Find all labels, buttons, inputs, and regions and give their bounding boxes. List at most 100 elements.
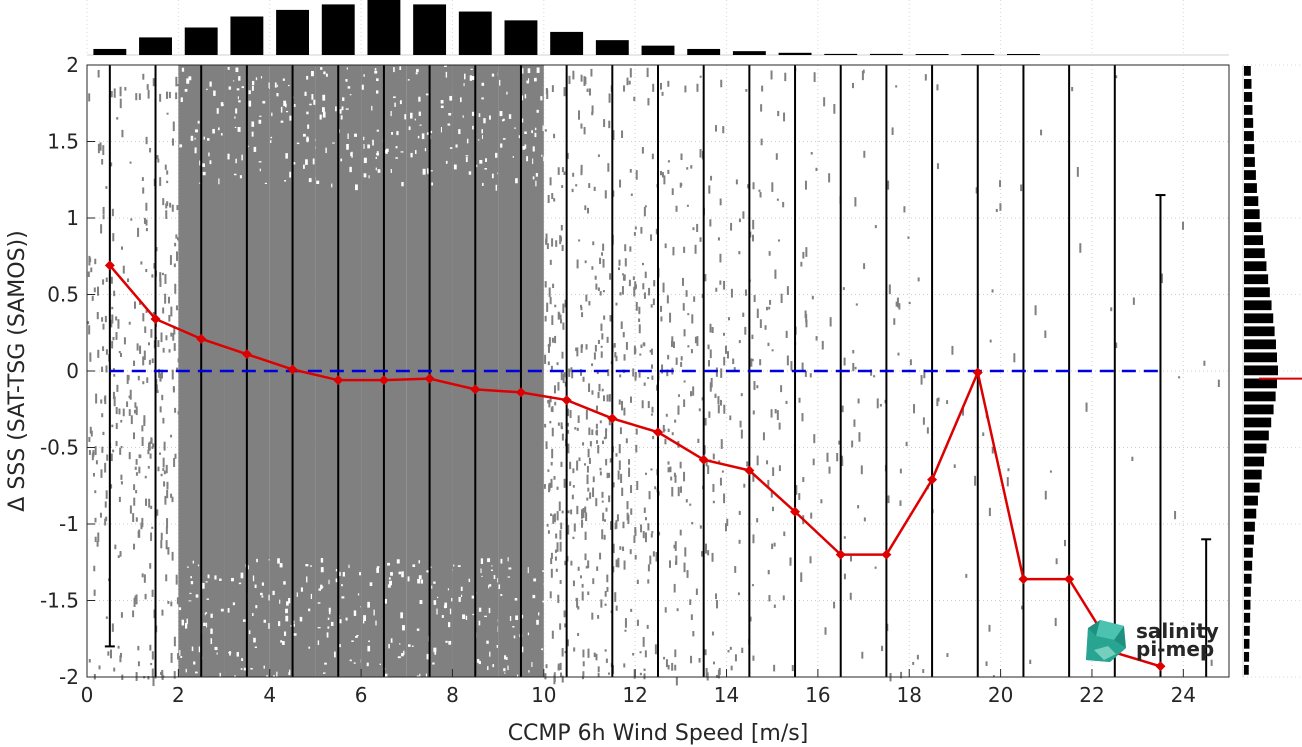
scatter-point: [729, 415, 732, 421]
scatter-point: [719, 477, 722, 486]
scatter-point: [924, 74, 927, 81]
scatter-point: [618, 460, 621, 470]
scatter-gap: [465, 157, 468, 163]
scatter-point: [690, 655, 693, 664]
scatter-point: [680, 183, 683, 186]
scatter-gap: [264, 182, 267, 185]
scatter-gap: [398, 571, 401, 575]
scatter-gap: [190, 135, 194, 141]
scatter-gap: [286, 601, 289, 606]
scatter-gap: [237, 96, 239, 100]
scatter-point: [101, 413, 104, 418]
scatter-point: [588, 88, 591, 96]
scatter-point: [730, 288, 733, 298]
scatter-point: [583, 126, 586, 135]
top-histogram: [86, 0, 1229, 56]
scatter-point: [587, 591, 590, 596]
salinity-pimep-logo: salinity pi-mep: [1086, 619, 1219, 662]
scatter-point: [149, 644, 152, 651]
scatter-gap: [397, 656, 401, 659]
scatter-point: [559, 541, 562, 552]
scatter-gap: [188, 600, 192, 602]
scatter-point: [146, 377, 149, 383]
scatter-point: [783, 112, 786, 122]
scatter-point: [585, 512, 588, 522]
scatter-point: [753, 295, 756, 303]
scatter-point: [144, 593, 147, 600]
scatter-point: [600, 345, 603, 348]
scatter-point: [142, 381, 145, 385]
scatter-gap: [477, 659, 480, 663]
scatter-point: [152, 311, 155, 316]
scatter-point: [643, 382, 646, 386]
scatter-gap: [536, 619, 539, 625]
scatter-gap: [401, 182, 404, 187]
scatter-point: [582, 661, 585, 667]
scatter-point: [720, 79, 723, 88]
scatter-gap: [338, 644, 341, 648]
scatter-point: [580, 306, 583, 311]
scatter-point: [629, 168, 632, 173]
scatter-point: [119, 655, 122, 663]
scatter-point: [568, 75, 571, 85]
scatter-gap: [436, 608, 438, 615]
scatter-point: [576, 427, 579, 431]
scatter-point: [106, 454, 109, 461]
scatter-gap: [285, 153, 288, 159]
scatter-point: [652, 435, 655, 440]
scatter-gap: [186, 566, 189, 568]
scatter-gap: [347, 133, 349, 139]
scatter-gap: [541, 648, 544, 651]
scatter-point: [173, 325, 176, 335]
scatter-point: [134, 466, 137, 470]
scatter-point: [159, 278, 162, 287]
scatter-point: [602, 290, 605, 293]
scatter-point: [89, 257, 92, 263]
scatter-point: [863, 517, 866, 522]
scatter-point: [633, 535, 636, 543]
scatter-gap: [521, 646, 524, 653]
scatter-point: [586, 88, 589, 93]
scatter-point: [548, 399, 551, 408]
scatter-point: [664, 243, 667, 249]
scatter-point: [101, 159, 104, 165]
scatter-gap: [351, 151, 353, 158]
scatter-point: [148, 498, 151, 508]
scatter-point: [634, 281, 637, 290]
scatter-point: [705, 459, 708, 467]
scatter-point: [164, 495, 167, 505]
scatter-point: [599, 471, 602, 476]
scatter-point: [93, 287, 96, 293]
scatter-point: [644, 205, 647, 208]
scatter-point: [1013, 353, 1016, 363]
scatter-point: [578, 457, 581, 462]
scatter-point: [547, 399, 550, 404]
scatter-point: [813, 434, 816, 444]
scatter-point: [669, 466, 672, 473]
scatter-gap: [222, 104, 224, 106]
scatter-point: [647, 98, 650, 106]
scatter-point: [605, 429, 608, 439]
scatter-gap: [277, 558, 280, 564]
scatter-point: [782, 595, 785, 601]
y-tick-label: -1.5: [40, 589, 79, 613]
scatter-point: [693, 296, 696, 302]
scatter-point: [604, 603, 607, 606]
scatter-point: [809, 373, 812, 378]
scatter-gap: [268, 594, 271, 601]
scatter-point: [629, 396, 632, 403]
scatter-point: [544, 423, 547, 428]
scatter-point: [94, 258, 97, 265]
scatter-gap: [472, 125, 474, 130]
right-histogram-bar: [1244, 92, 1253, 102]
median-marker: [881, 549, 892, 560]
median-series: [104, 260, 1166, 672]
scatter-point: [561, 433, 564, 441]
scatter-point: [999, 180, 1002, 188]
main-axes: 0 2 4 6 8 10 12 14 16 18 20 22 24 21.510.50-0.5-1-1.…: [40, 53, 1230, 707]
scatter-point: [603, 119, 606, 128]
scatter-point: [582, 507, 585, 518]
scatter-gap: [355, 635, 358, 638]
median-marker: [287, 364, 298, 375]
scatter-point: [569, 461, 572, 470]
